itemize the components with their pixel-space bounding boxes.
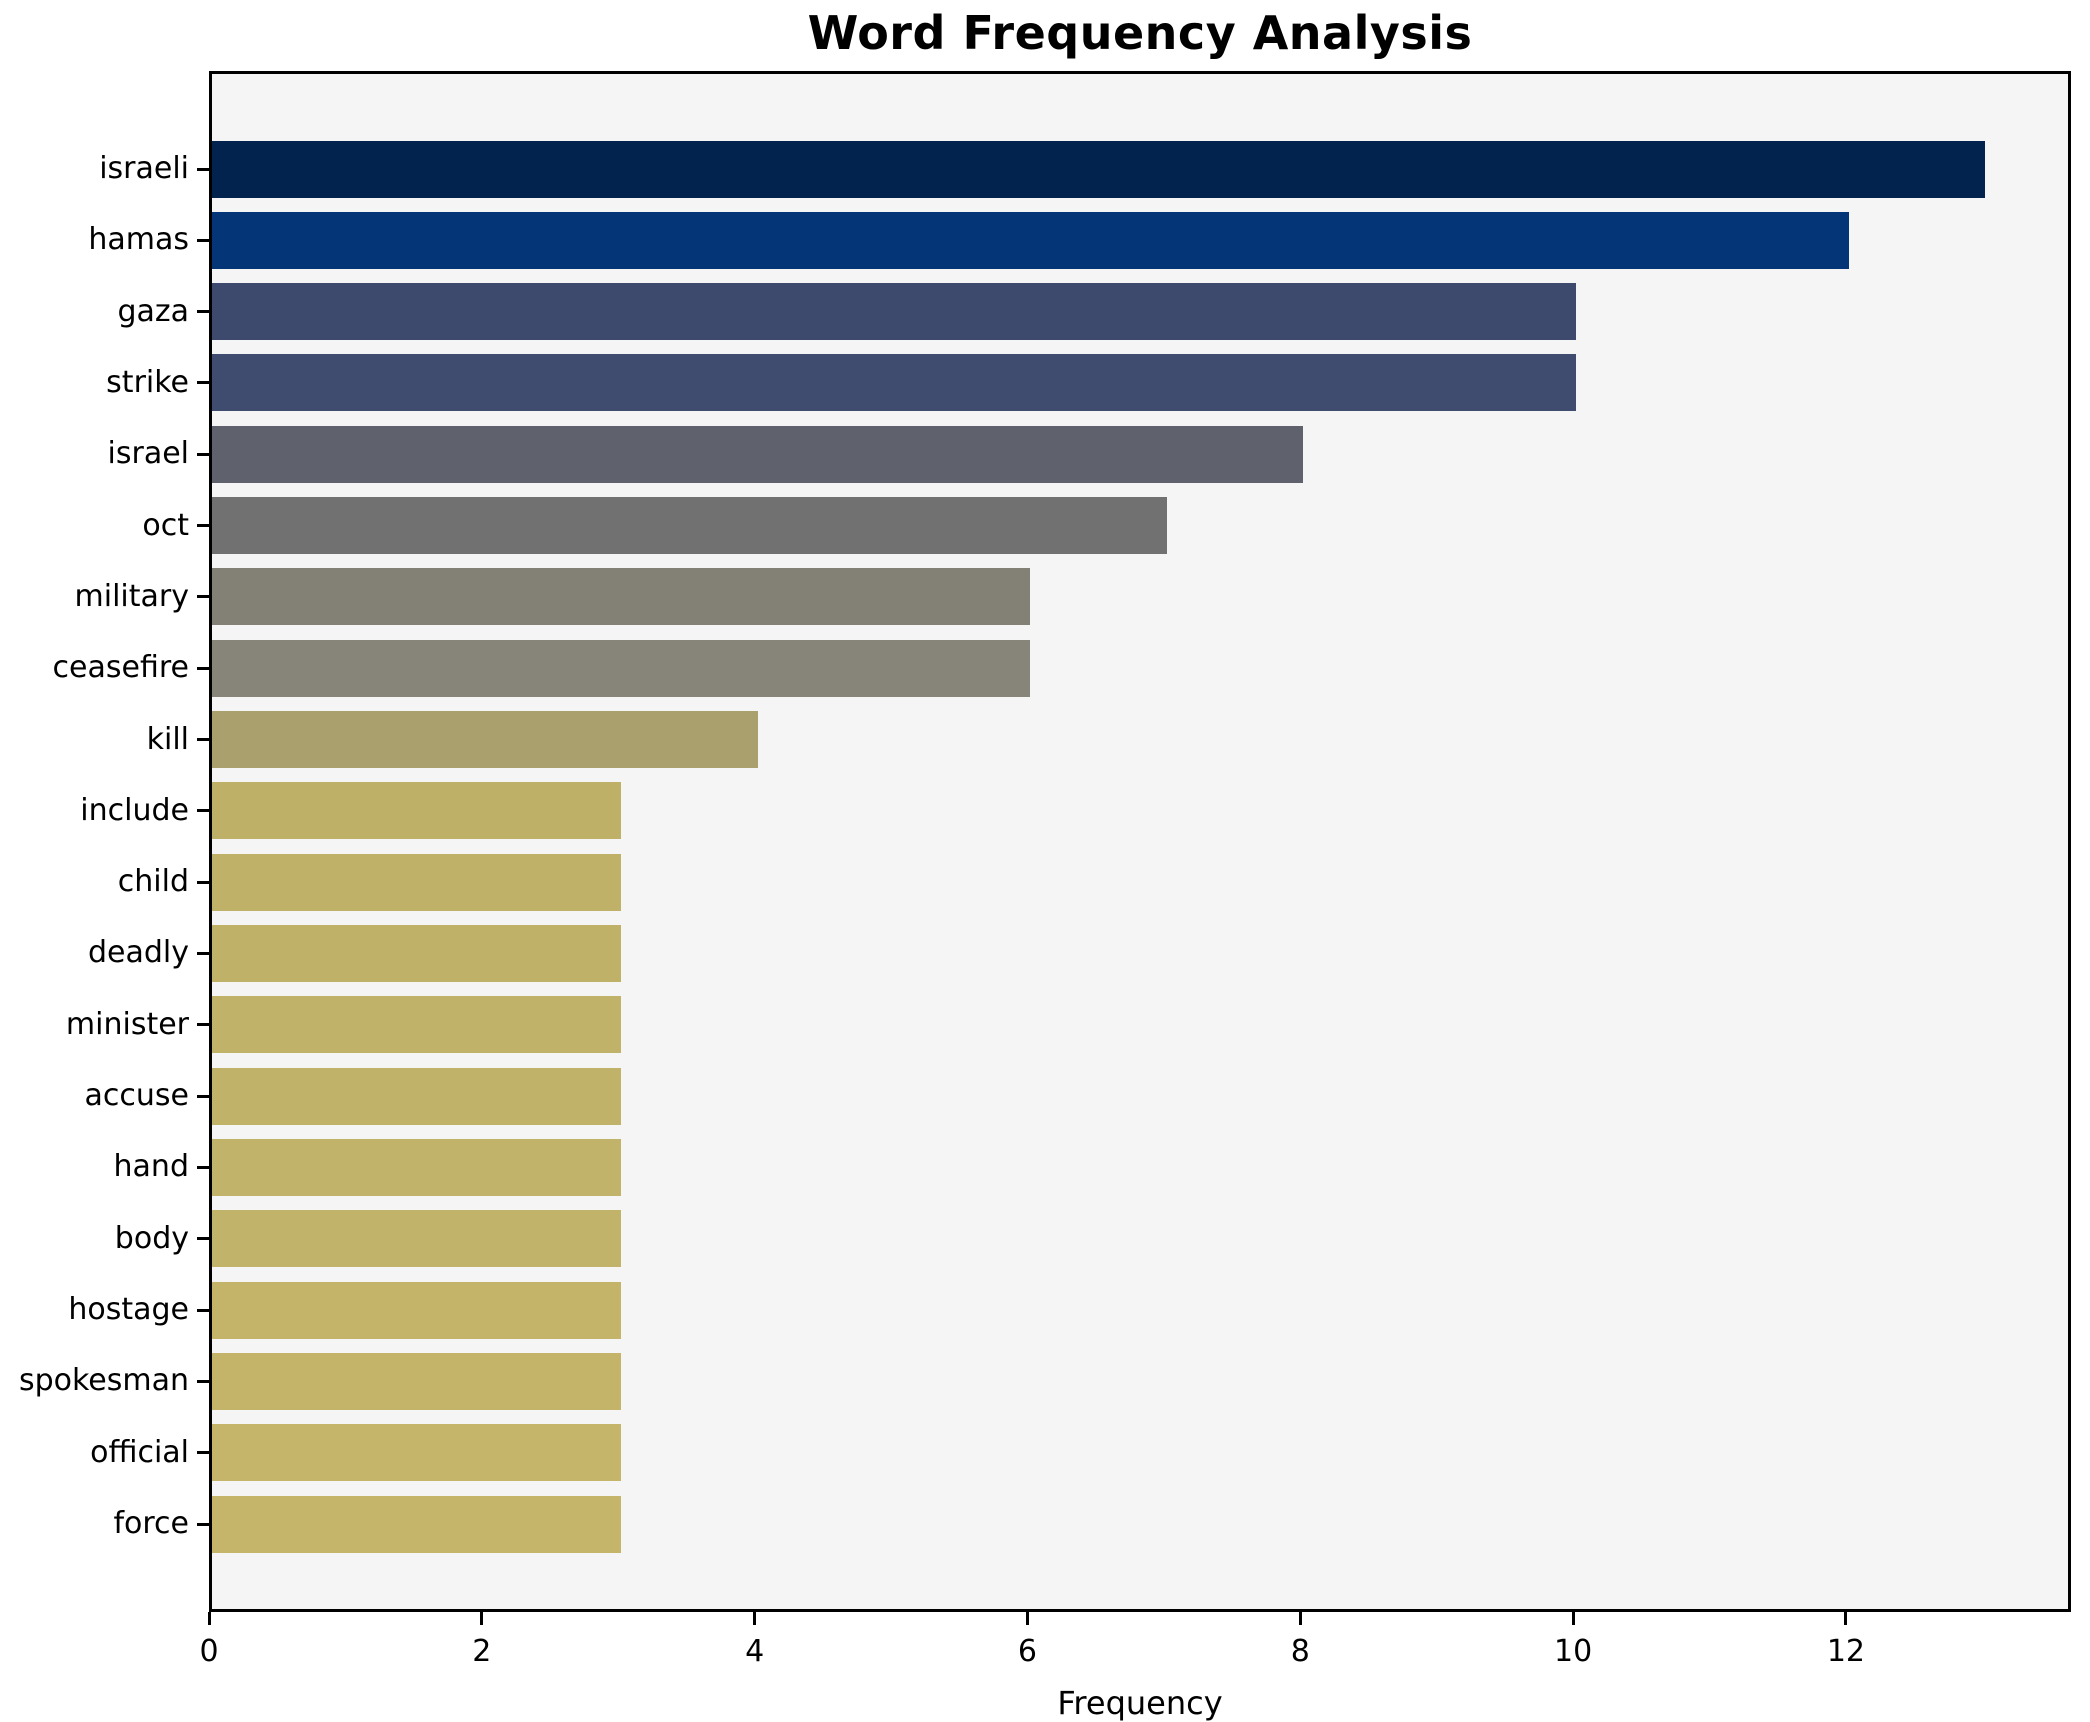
y-label-force: force (113, 1506, 189, 1541)
y-tick-child (197, 880, 209, 884)
x-tick-0 (207, 1612, 211, 1625)
y-tick-official (197, 1451, 209, 1455)
bar-minister (212, 996, 622, 1054)
y-tick-spokesman (197, 1379, 209, 1383)
y-tick-minister (197, 1023, 209, 1027)
bar-oct (212, 497, 1167, 555)
y-label-hand: hand (113, 1149, 189, 1185)
y-label-minister: minister (65, 1006, 189, 1042)
y-label-kill: kill (146, 721, 189, 757)
bar-child (212, 853, 622, 911)
x-tick-label-4: 4 (745, 1634, 765, 1669)
y-tick-hostage (197, 1308, 209, 1312)
y-tick-deadly (197, 951, 209, 955)
y-tick-hamas (197, 238, 209, 242)
x-tick-label-6: 6 (1017, 1634, 1037, 1669)
x-tick-2 (480, 1612, 484, 1625)
x-tick-12 (1844, 1612, 1848, 1625)
y-label-israel: israel (107, 436, 189, 472)
y-tick-israel (197, 452, 209, 456)
bar-military (212, 568, 1031, 626)
x-axis-title: Frequency (1057, 1684, 1223, 1722)
plot-area (209, 71, 2071, 1612)
y-label-hamas: hamas (88, 222, 189, 258)
y-tick-include (197, 809, 209, 813)
y-label-military: military (74, 578, 189, 614)
y-label-include: include (80, 792, 189, 828)
bar-spokesman (212, 1352, 622, 1410)
y-tick-oct (197, 524, 209, 528)
bar-hamas (212, 211, 1849, 269)
y-label-deadly: deadly (87, 935, 189, 971)
bar-official (212, 1424, 622, 1482)
y-tick-force (197, 1522, 209, 1526)
y-tick-gaza (197, 310, 209, 314)
y-tick-military (197, 595, 209, 599)
x-tick-4 (753, 1612, 757, 1625)
bar-kill (212, 711, 758, 769)
x-tick-6 (1025, 1612, 1029, 1625)
bar-hand (212, 1138, 622, 1196)
bar-gaza (212, 283, 1577, 341)
y-tick-hand (197, 1165, 209, 1169)
y-label-child: child (117, 864, 189, 900)
x-tick-label-12: 12 (1826, 1634, 1866, 1669)
bar-israel (212, 425, 1304, 483)
y-label-spokesman: spokesman (18, 1363, 189, 1399)
y-tick-accuse (197, 1094, 209, 1098)
y-tick-ceasefire (197, 666, 209, 670)
bar-include (212, 782, 622, 840)
y-tick-kill (197, 738, 209, 742)
bar-force (212, 1495, 622, 1553)
bar-israeli (212, 140, 1986, 198)
y-label-israeli: israeli (99, 151, 189, 186)
y-tick-israeli (197, 167, 209, 171)
x-tick-label-10: 10 (1554, 1634, 1593, 1669)
bar-body (212, 1210, 622, 1268)
y-label-hostage: hostage (68, 1292, 189, 1328)
y-label-strike: strike (106, 364, 189, 400)
bar-accuse (212, 1067, 622, 1125)
y-label-gaza: gaza (117, 293, 189, 329)
x-tick-label-8: 8 (1290, 1634, 1310, 1669)
y-label-official: official (90, 1434, 189, 1470)
x-tick-label-0: 0 (199, 1634, 219, 1669)
y-label-oct: oct (142, 507, 189, 543)
y-label-body: body (114, 1220, 189, 1256)
y-label-accuse: accuse (84, 1078, 189, 1114)
bar-deadly (212, 924, 622, 982)
bar-ceasefire (212, 639, 1031, 697)
y-label-ceasefire: ceasefire (52, 650, 189, 686)
x-tick-10 (1571, 1612, 1575, 1625)
bar-strike (212, 354, 1577, 412)
y-tick-body (197, 1237, 209, 1241)
x-tick-label-2: 2 (472, 1634, 492, 1669)
chart-title: Word Frequency Analysis (807, 6, 1473, 60)
x-tick-8 (1298, 1612, 1302, 1625)
y-tick-strike (197, 381, 209, 385)
bar-hostage (212, 1281, 622, 1339)
